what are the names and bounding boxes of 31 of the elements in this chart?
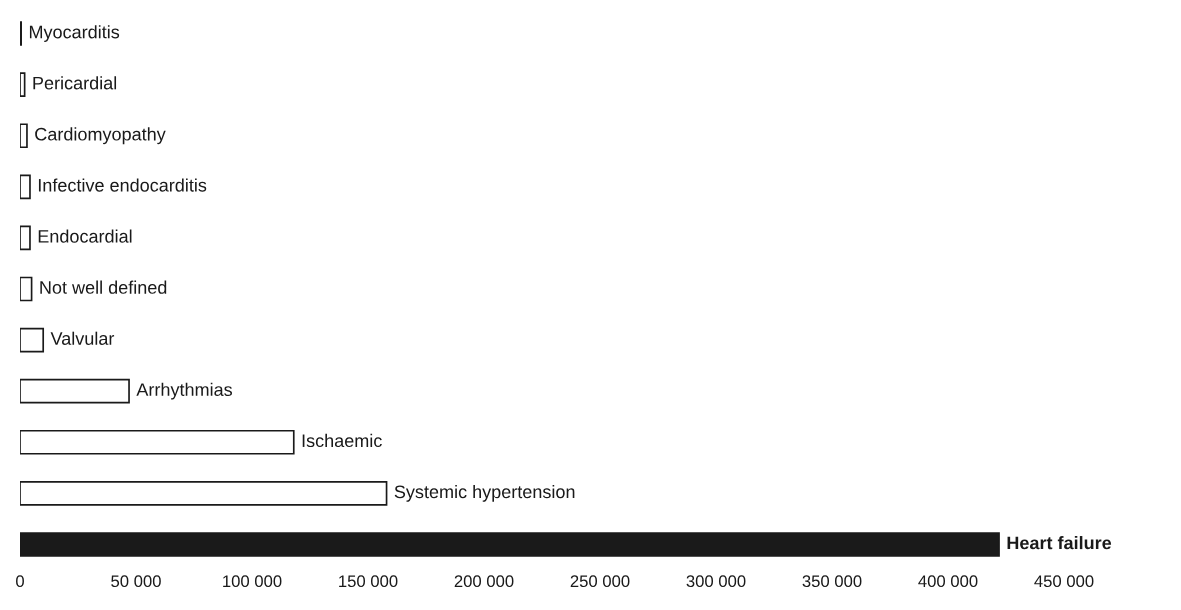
y-tick-label: Ischaemic <box>302 433 382 448</box>
bar <box>20 327 45 353</box>
y-tick-label: Infective endocarditis <box>38 178 207 192</box>
x-tick-label: 150 000 <box>339 575 398 588</box>
x-tick-label: 100 000 <box>223 575 282 588</box>
y-tick-label: Systemic hypertension <box>394 484 575 502</box>
x-tick-label: 50 000 <box>111 575 161 588</box>
x-tick-label: 0 <box>16 575 24 588</box>
bar <box>20 276 33 302</box>
bar <box>20 378 130 404</box>
y-tick-label: Valvular <box>50 331 115 345</box>
y-tick-label: Heart failure <box>1007 536 1112 550</box>
x-tick-label: 200 000 <box>454 575 514 588</box>
bar <box>20 123 28 149</box>
bar <box>20 72 26 97</box>
y-tick-label: Cardiomyopathy <box>35 127 166 145</box>
bar <box>20 429 295 455</box>
bar <box>20 481 388 506</box>
y-tick-label: Endocardial <box>38 229 132 243</box>
bar <box>20 225 31 251</box>
x-tick-label: 300 000 <box>686 575 746 588</box>
x-tick-label: 450 000 <box>1034 575 1094 588</box>
y-tick-label: Not well defined <box>40 280 167 294</box>
bar <box>20 174 31 200</box>
y-tick-label: Myocarditis <box>29 25 120 42</box>
x-tick-label: 350 000 <box>802 575 862 588</box>
y-tick-label: Arrhythmias <box>136 382 233 400</box>
y-tick-label: Pericardial <box>33 76 117 90</box>
x-tick-label: 250 000 <box>570 575 630 588</box>
bar <box>20 532 1000 557</box>
x-tick-label: 400 000 <box>918 575 978 588</box>
